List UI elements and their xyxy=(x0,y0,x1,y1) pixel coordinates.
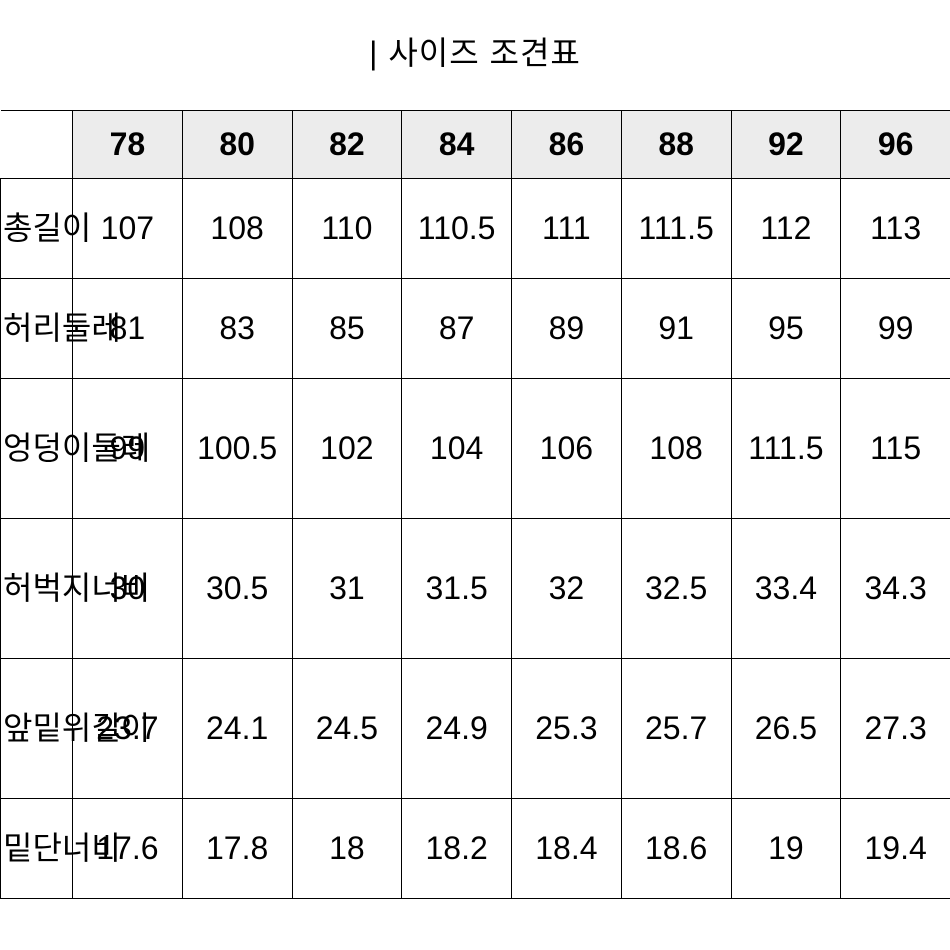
table-cell: 83 xyxy=(182,279,292,379)
table-row: 앞밑위길이23.724.124.524.925.325.726.527.3 xyxy=(1,659,950,799)
table-cell: 25.3 xyxy=(512,659,622,799)
table-body: 총길이107108110110.5111111.5112113허리둘레81838… xyxy=(1,179,950,899)
table-cell: 24.5 xyxy=(292,659,402,799)
table-cell: 19 xyxy=(731,799,841,899)
table-cell: 100.5 xyxy=(182,379,292,519)
row-label: 앞밑위길이 xyxy=(1,659,73,799)
table-cell: 25.7 xyxy=(621,659,731,799)
table-row: 허리둘레8183858789919599 xyxy=(1,279,950,379)
table-cell: 106 xyxy=(512,379,622,519)
table-cell: 18.2 xyxy=(402,799,512,899)
table-cell: 17.8 xyxy=(182,799,292,899)
table-cell: 30.5 xyxy=(182,519,292,659)
table-cell: 34.3 xyxy=(841,519,950,659)
table-row: 밑단너비17.617.81818.218.418.61919.4 xyxy=(1,799,950,899)
table-cell: 24.1 xyxy=(182,659,292,799)
table-header-cell: 82 xyxy=(292,111,402,179)
table-header-cell: 86 xyxy=(512,111,622,179)
table-header-cell: 78 xyxy=(73,111,183,179)
table-header-cell: 92 xyxy=(731,111,841,179)
table-cell: 32 xyxy=(512,519,622,659)
table-cell: 111 xyxy=(512,179,622,279)
table-row: 총길이107108110110.5111111.5112113 xyxy=(1,179,950,279)
row-label: 총길이 xyxy=(1,179,73,279)
table-cell: 108 xyxy=(621,379,731,519)
row-label: 허리둘레 xyxy=(1,279,73,379)
table-cell: 85 xyxy=(292,279,402,379)
table-header-cell xyxy=(1,111,73,179)
row-label: 허벅지너비 xyxy=(1,519,73,659)
table-cell: 110.5 xyxy=(402,179,512,279)
table-cell: 19.4 xyxy=(841,799,950,899)
title-container: | 사이즈 조견표 xyxy=(0,0,950,110)
row-label: 밑단너비 xyxy=(1,799,73,899)
table-cell: 91 xyxy=(621,279,731,379)
table-cell: 99 xyxy=(841,279,950,379)
table-cell: 18.6 xyxy=(621,799,731,899)
table-row: 엉덩이둘레99100.5102104106108111.5115 xyxy=(1,379,950,519)
table-cell: 102 xyxy=(292,379,402,519)
table-header-row: 78 80 82 84 86 88 92 96 xyxy=(1,111,950,179)
table-cell: 27.3 xyxy=(841,659,950,799)
table-cell: 110 xyxy=(292,179,402,279)
table-header-cell: 80 xyxy=(182,111,292,179)
table-cell: 26.5 xyxy=(731,659,841,799)
page-title: | 사이즈 조견표 xyxy=(369,35,581,71)
table-cell: 33.4 xyxy=(731,519,841,659)
table-header-cell: 84 xyxy=(402,111,512,179)
table-cell: 31 xyxy=(292,519,402,659)
table-cell: 32.5 xyxy=(621,519,731,659)
table-cell: 87 xyxy=(402,279,512,379)
table-cell: 31.5 xyxy=(402,519,512,659)
table-cell: 115 xyxy=(841,379,950,519)
row-label: 엉덩이둘레 xyxy=(1,379,73,519)
table-cell: 89 xyxy=(512,279,622,379)
table-cell: 111.5 xyxy=(731,379,841,519)
table-cell: 95 xyxy=(731,279,841,379)
table-header-cell: 88 xyxy=(621,111,731,179)
table-cell: 112 xyxy=(731,179,841,279)
table-cell: 111.5 xyxy=(621,179,731,279)
size-chart-table: 78 80 82 84 86 88 92 96 총길이107108110110.… xyxy=(0,110,950,899)
table-header-cell: 96 xyxy=(841,111,950,179)
table-cell: 18 xyxy=(292,799,402,899)
table-cell: 104 xyxy=(402,379,512,519)
table-row: 허벅지너비3030.53131.53232.533.434.3 xyxy=(1,519,950,659)
table-cell: 113 xyxy=(841,179,950,279)
table-cell: 108 xyxy=(182,179,292,279)
table-cell: 24.9 xyxy=(402,659,512,799)
table-cell: 18.4 xyxy=(512,799,622,899)
